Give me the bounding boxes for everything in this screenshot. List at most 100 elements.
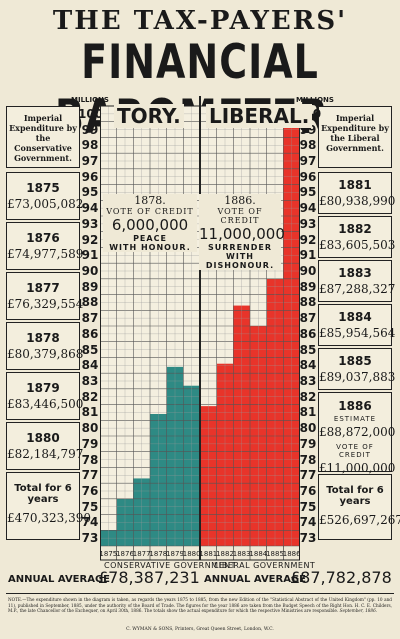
y-tick-label: 83 xyxy=(299,374,317,388)
liberal-total-amount: £526,697,267 xyxy=(319,513,400,527)
y-tick-label: 87 xyxy=(299,311,317,326)
tory-year: 1877 xyxy=(26,281,60,295)
y-tick-label: 81 xyxy=(299,405,317,420)
y-tick-label: 84 xyxy=(299,358,317,373)
units-label-right: MILLIONS xyxy=(296,96,334,104)
y-tick-label: 92 xyxy=(299,232,317,247)
divider xyxy=(6,593,394,594)
y-tick-label: 74 xyxy=(299,515,317,530)
y-tick-label: 89 xyxy=(299,279,317,294)
y-tick-label: 79 xyxy=(299,436,317,451)
y-tick-label: 89 xyxy=(81,279,99,294)
y-tick-label: 93 xyxy=(299,216,317,231)
liberal-amount: £85,954,564 xyxy=(319,326,396,340)
y-tick-label: 79 xyxy=(81,436,99,451)
liberal-vote-label: VOTE OF CREDIT xyxy=(336,443,374,459)
y-tick-label: 94 xyxy=(299,201,317,216)
y-tick-label: 82 xyxy=(81,389,99,404)
x-tick-label: 1876 xyxy=(116,550,134,558)
liberal-total-box: Total for 6 years £526,697,267 xyxy=(318,474,400,540)
liberal-year: 1884 xyxy=(338,310,372,324)
y-tick-label: 97 xyxy=(81,154,99,168)
liberal-year: 1882 xyxy=(338,222,372,236)
tory-avg-label: ANNUAL AVERAGE xyxy=(8,574,110,585)
y-tick-label: 73 xyxy=(299,531,317,546)
y-tick-label: 97 xyxy=(299,154,317,168)
tory-year-box: 1879 £83,446,500 xyxy=(6,372,84,420)
liberal-year-box: 1883 £87,288,327 xyxy=(318,260,396,302)
y-tick-label: 82 xyxy=(299,389,317,404)
y-tick-label: 88 xyxy=(81,295,99,310)
liberal-year: 1881 xyxy=(338,178,372,192)
liberal-info-value: 11,000,000 xyxy=(199,225,285,243)
liberal-1886-year: 1886 xyxy=(338,399,372,413)
y-tick-label: 83 xyxy=(81,374,99,388)
y-tick-label: 85 xyxy=(299,342,317,357)
x-tick-label: 1875 xyxy=(100,550,117,558)
y-tick-label: 86 xyxy=(299,326,317,341)
tory-avg-value: £78,387,231 xyxy=(98,568,200,587)
y-tick-label: 80 xyxy=(299,421,317,436)
liberal-info: 1886. VOTE OF CREDIT 11,000,000 SURRENDE… xyxy=(199,194,285,270)
footnote-text: NOTE.—The expenditure shown in the diagr… xyxy=(8,597,392,614)
liberal-year: 1885 xyxy=(338,354,372,368)
tory-total-amount: £470,323,390 xyxy=(7,511,91,525)
x-tick-label: 1884 xyxy=(249,550,267,558)
printer-credit: C. WYMAN & SONS, Printers, Great Queen S… xyxy=(126,627,274,632)
liberal-total-label: Total for 6 years xyxy=(326,485,384,507)
y-tick-label: 99 xyxy=(81,122,99,137)
tory-total-box: Total for 6 years £470,323,390 xyxy=(6,472,91,540)
y-tick-label: 84 xyxy=(81,358,99,373)
y-tick-label: 76 xyxy=(299,484,317,498)
tory-amount: £76,329,554 xyxy=(7,297,84,311)
x-tick-label: 1886 xyxy=(283,550,300,558)
tory-year-box: 1878 £80,379,868 xyxy=(6,322,83,370)
tory-total-label: Total for 6 years xyxy=(14,483,72,505)
x-tick-label: 1877 xyxy=(133,550,151,558)
y-tick-label: 96 xyxy=(81,169,99,184)
liberal-avg-value: £87,782,878 xyxy=(290,568,392,587)
liberal-panel-title-box: Imperial Expenditure by the Liberal Gove… xyxy=(318,106,392,168)
y-tick-label: 92 xyxy=(81,232,99,247)
liberal-panel-title: Imperial Expenditure by the Liberal Gove… xyxy=(321,113,389,153)
liberal-year-box: 1884 £85,954,564 xyxy=(318,304,396,346)
liberal-estimate-label: ESTIMATE xyxy=(333,415,377,423)
footnote-date: September, 1886. xyxy=(339,608,378,614)
liberal-year-box: 1881 £80,938,990 xyxy=(318,172,396,214)
liberal-avg-label: ANNUAL AVERAGE xyxy=(204,574,306,585)
y-tick-label: 74 xyxy=(81,515,99,530)
y-tick-label: 75 xyxy=(81,499,99,514)
units-label-left: MILLIONS xyxy=(71,96,109,104)
y-tick-label: 95 xyxy=(81,185,99,200)
liberal-amount: £83,605,503 xyxy=(319,238,396,252)
tory-panel-title: Imperial Expenditure by the Conservative… xyxy=(9,113,77,163)
y-tick-label: 100 xyxy=(78,106,104,121)
y-tick-label: 75 xyxy=(299,499,317,514)
liberal-info-vote: VOTE OF CREDIT xyxy=(217,207,263,225)
tory-year: 1880 xyxy=(26,431,60,445)
y-tick-label: 90 xyxy=(81,264,99,278)
y-tick-label: 90 xyxy=(299,264,317,278)
tory-info-slogan-1: PEACE xyxy=(133,234,167,243)
x-tick-label: 1880 xyxy=(183,550,201,558)
liberal-info-year: 1886. xyxy=(224,194,256,207)
y-tick-label: 81 xyxy=(81,405,99,420)
liberal-amount: £87,288,327 xyxy=(319,282,396,296)
tory-year-box: 1876 £74,977,589 xyxy=(6,222,83,270)
x-tick-label: 1883 xyxy=(233,550,251,558)
liberal-year-box: 1885 £89,037,883 xyxy=(318,348,395,390)
tory-year-box: 1880 £82,184,797 xyxy=(6,422,84,470)
tory-year-box: 1875 £73,005,082 xyxy=(6,172,83,220)
tory-amount: £82,184,797 xyxy=(7,447,84,461)
tory-year: 1879 xyxy=(26,381,60,395)
tory-heading: TORY. xyxy=(114,104,184,128)
liberal-1886-amount: £88,872,000 xyxy=(319,425,396,439)
y-tick-label: 98 xyxy=(81,138,99,153)
tory-gov-label: CONSERVATIVE GOVERNMENT xyxy=(104,561,237,570)
y-tick-label: 93 xyxy=(81,216,99,231)
tory-amount: £83,446,500 xyxy=(7,397,84,411)
liberal-heading: LIBERAL. xyxy=(206,104,313,128)
liberal-amount: £80,938,990 xyxy=(319,194,396,208)
x-tick-label: 1879 xyxy=(166,550,184,558)
